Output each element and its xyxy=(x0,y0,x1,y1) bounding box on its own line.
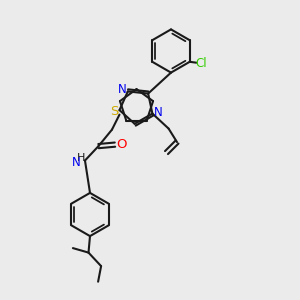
Text: Cl: Cl xyxy=(195,57,207,70)
Text: N: N xyxy=(72,155,81,169)
Text: O: O xyxy=(116,138,127,151)
Text: H: H xyxy=(77,153,86,163)
Text: N: N xyxy=(153,106,162,118)
Text: S: S xyxy=(110,105,118,118)
Text: N: N xyxy=(118,83,127,96)
